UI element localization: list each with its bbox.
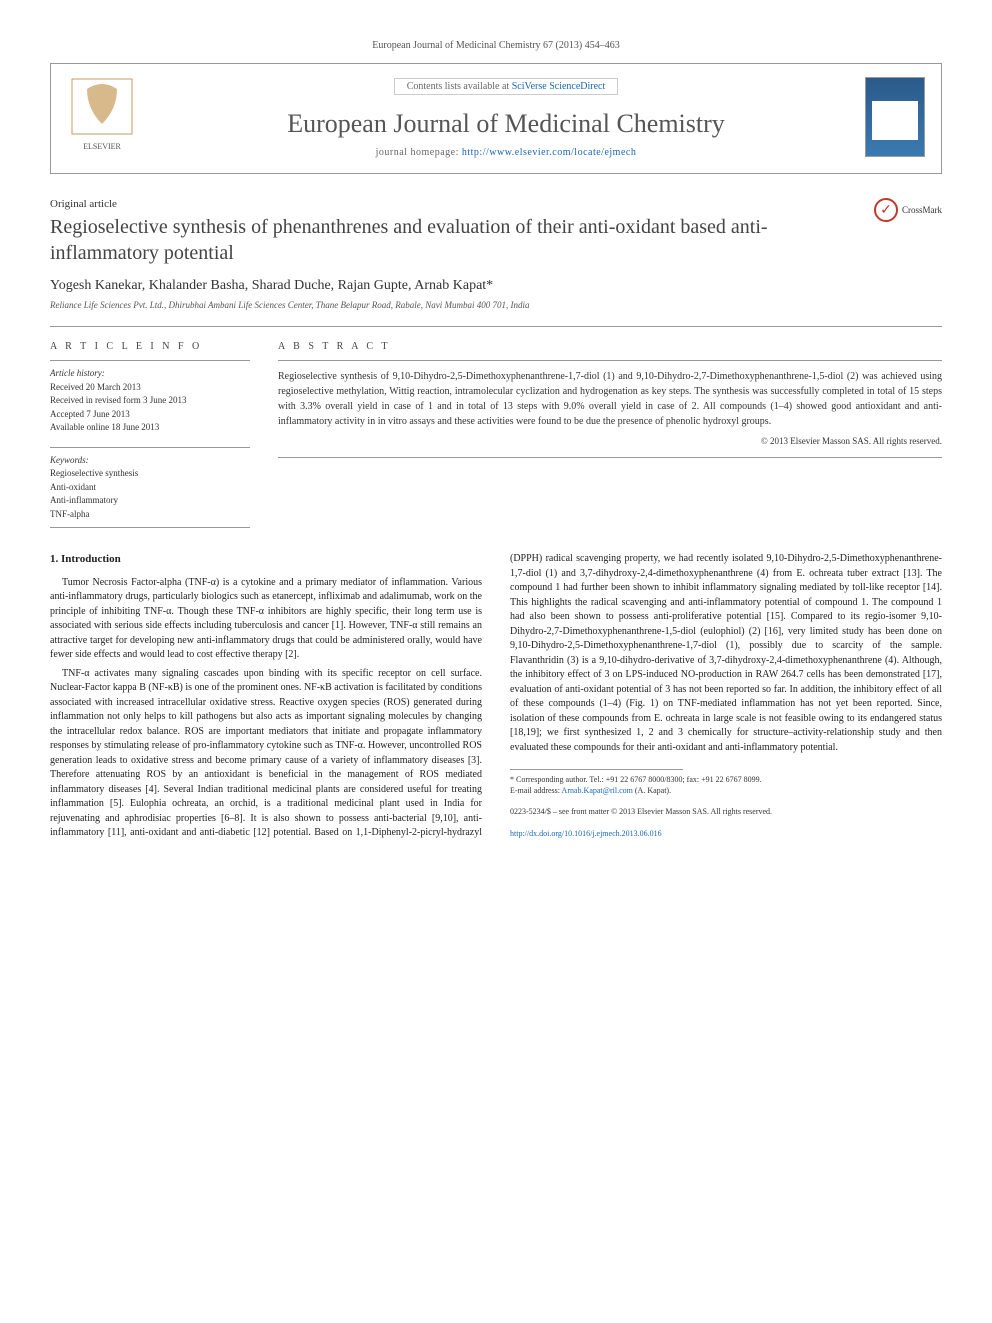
article-body: 1. Introduction Tumor Necrosis Factor-al… [50,552,942,841]
body-paragraph: Tumor Necrosis Factor-alpha (TNF-α) is a… [50,576,482,663]
email-suffix: (A. Kapat). [633,786,671,795]
keyword: Anti-inflammatory [50,494,250,508]
abstract-copyright: © 2013 Elsevier Masson SAS. All rights r… [278,435,942,449]
journal-header-box: ELSEVIER Contents lists available at Sci… [50,63,942,174]
homepage-line: journal homepage: http://www.elsevier.co… [163,147,849,158]
crossmark-badge[interactable]: ✓ CrossMark [874,198,942,222]
keywords-label: Keywords: [50,454,250,468]
section-heading-intro: 1. Introduction [50,552,482,568]
authors-list: Yogesh Kanekar, Khalander Basha, Sharad … [50,278,942,294]
article-history: Article history: Received 20 March 2013 … [50,360,250,435]
journal-title: European Journal of Medicinal Chemistry [163,109,849,139]
sciencedirect-link[interactable]: SciVerse ScienceDirect [512,81,606,92]
contents-prefix: Contents lists available at [407,81,512,92]
history-accepted: Accepted 7 June 2013 [50,408,250,422]
contents-available: Contents lists available at SciVerse Sci… [394,78,619,95]
keywords-block: Keywords: Regioselective synthesis Anti-… [50,447,250,529]
crossmark-icon: ✓ [874,198,898,222]
keyword: Anti-oxidant [50,481,250,495]
svg-text:ELSEVIER: ELSEVIER [83,142,121,151]
history-online: Available online 18 June 2013 [50,421,250,435]
email-label: E-mail address: [510,786,562,795]
abstract-text: Regioselective synthesis of 9,10-Dihydro… [278,371,942,427]
keyword: Regioselective synthesis [50,467,250,481]
corresponding-line: * Corresponding author. Tel.: +91 22 676… [510,774,942,785]
affiliation: Reliance Life Sciences Pvt. Ltd., Dhirub… [50,300,942,310]
citation-header: European Journal of Medicinal Chemistry … [50,40,942,51]
article-type: Original article [50,198,942,210]
footnote-rule [510,769,683,770]
history-revised: Received in revised form 3 June 2013 [50,394,250,408]
divider-rule [50,326,942,327]
abstract-block: Regioselective synthesis of 9,10-Dihydro… [278,360,942,458]
article-title: Regioselective synthesis of phenanthrene… [50,214,830,266]
abstract-label: A B S T R A C T [278,341,942,352]
keyword: TNF-alpha [50,508,250,522]
corresponding-footnote: * Corresponding author. Tel.: +91 22 676… [510,774,942,796]
email-link[interactable]: Arnab.Kapat@ril.com [562,786,633,795]
issn-line: 0223-5234/$ – see front matter © 2013 El… [510,806,942,818]
article-info-label: A R T I C L E I N F O [50,341,250,352]
homepage-prefix: journal homepage: [376,147,462,158]
elsevier-logo: ELSEVIER [67,74,147,159]
crossmark-label: CrossMark [902,205,942,215]
history-received: Received 20 March 2013 [50,381,250,395]
journal-cover-thumb [865,77,925,157]
doi-link[interactable]: http://dx.doi.org/10.1016/j.ejmech.2013.… [510,829,662,838]
homepage-link[interactable]: http://www.elsevier.com/locate/ejmech [462,147,636,158]
history-label: Article history: [50,367,250,381]
